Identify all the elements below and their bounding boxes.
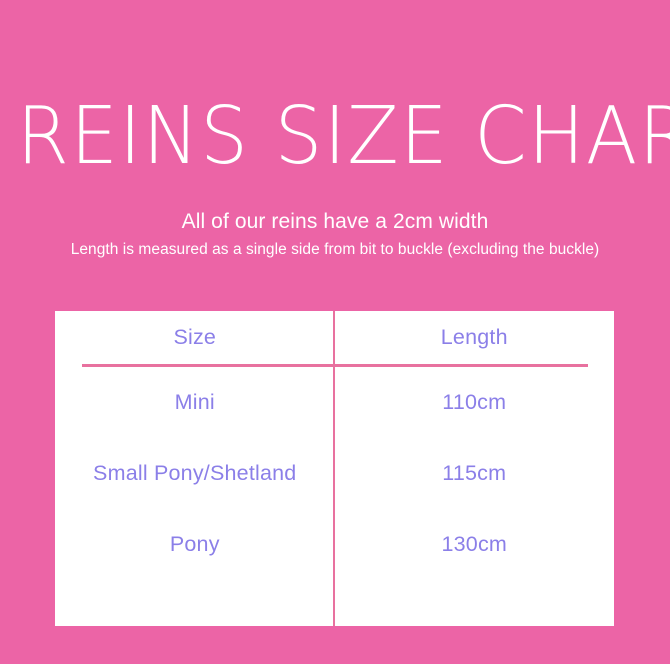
column-header-size: Size xyxy=(173,325,217,349)
header-underline-divider xyxy=(82,364,588,367)
column-header-length: Length xyxy=(440,325,508,349)
size-chart-table: Size Length Mini 110cm Small Pony/Shetla… xyxy=(55,311,614,626)
table-body: Mini 110cm Small Pony/Shetland 115cm Pon… xyxy=(55,367,614,580)
table-row: Mini 110cm xyxy=(55,367,614,438)
subtitle-width-note: All of our reins have a 2cm width xyxy=(181,210,489,233)
column-vertical-divider xyxy=(333,311,335,626)
cell-size: Pony xyxy=(169,532,220,556)
table-row: Small Pony/Shetland 115cm xyxy=(55,438,614,509)
page-title: REINS SIZE CHART xyxy=(16,90,670,182)
table-row: Pony 130cm xyxy=(55,509,614,580)
cell-length: 110cm xyxy=(442,390,507,414)
cell-length: 115cm xyxy=(442,461,507,485)
subtitle-measurement-note: Length is measured as a single side from… xyxy=(70,241,600,258)
cell-size: Small Pony/Shetland xyxy=(93,461,297,485)
cell-size: Mini xyxy=(174,390,215,414)
table-header-row: Size Length xyxy=(55,311,614,364)
cell-length: 130cm xyxy=(441,532,508,556)
